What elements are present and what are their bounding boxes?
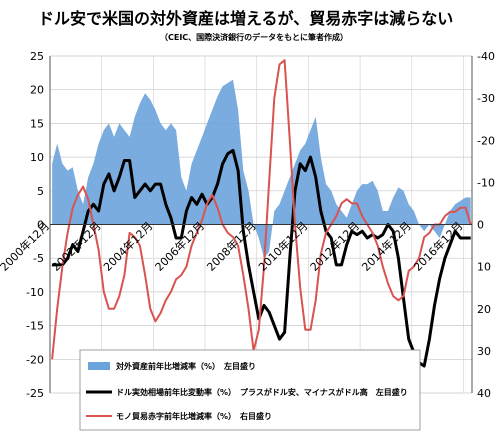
right-tick-label: 30 — [477, 345, 491, 358]
left-tick-label: 0 — [37, 219, 44, 232]
left-tick-label: -15 — [26, 320, 44, 333]
right-axis-ticks: -40 -30 -20 -10 0 10 20 30 40 — [477, 50, 495, 400]
legend-label-trade: モノ貿易赤字前年比増減率（%） 右目盛り — [116, 411, 272, 421]
legend-box — [79, 349, 421, 431]
axes — [49, 56, 473, 393]
left-tick-label: -20 — [26, 353, 44, 366]
right-tick-label: 40 — [477, 387, 491, 400]
left-tick-label: -25 — [26, 387, 44, 400]
left-tick-label: 5 — [37, 185, 44, 198]
right-tick-label: 20 — [477, 303, 491, 316]
series-area-assets — [52, 79, 471, 259]
left-tick-label: -10 — [26, 286, 44, 299]
right-tick-label: 0 — [477, 219, 484, 232]
left-tick-label: 20 — [30, 84, 44, 97]
legend-label-dollar: ドル実効相場前年比変動率（%） プラスがドル安、マイナスがドル高 左目盛り — [116, 387, 408, 397]
legend-label-assets: 対外資産前年比増減率（%） 左目盛り — [115, 361, 256, 371]
legend: 対外資産前年比増減率（%） 左目盛り ドル実効相場前年比変動率（%） プラスがド… — [79, 349, 421, 431]
legend-swatch-assets — [88, 362, 110, 370]
left-tick-label: -5 — [33, 252, 44, 265]
right-tick-label: -40 — [477, 50, 495, 63]
right-tick-label: -10 — [477, 176, 495, 189]
area-series-layer — [52, 79, 471, 259]
left-tick-label: 10 — [30, 151, 44, 164]
chart-title: ドル安で米国の対外資産は増えるが、貿易赤字は減らない — [38, 9, 453, 28]
chart-subtitle: （CEIC、国際決済銀行のデータをもとに筆者作成） — [160, 32, 348, 42]
left-tick-label: 25 — [30, 50, 44, 63]
line-series-layer — [51, 59, 472, 368]
right-tick-label: 10 — [477, 261, 491, 274]
right-tick-label: -30 — [477, 92, 495, 105]
series-line-dollar — [52, 148, 471, 368]
series-line-trade — [51, 59, 472, 360]
left-axis-ticks: 25 20 15 10 5 0 -5 -10 -15 -20 -25 — [26, 50, 44, 400]
left-tick-label: 15 — [30, 117, 44, 130]
right-tick-label: -20 — [477, 134, 495, 147]
